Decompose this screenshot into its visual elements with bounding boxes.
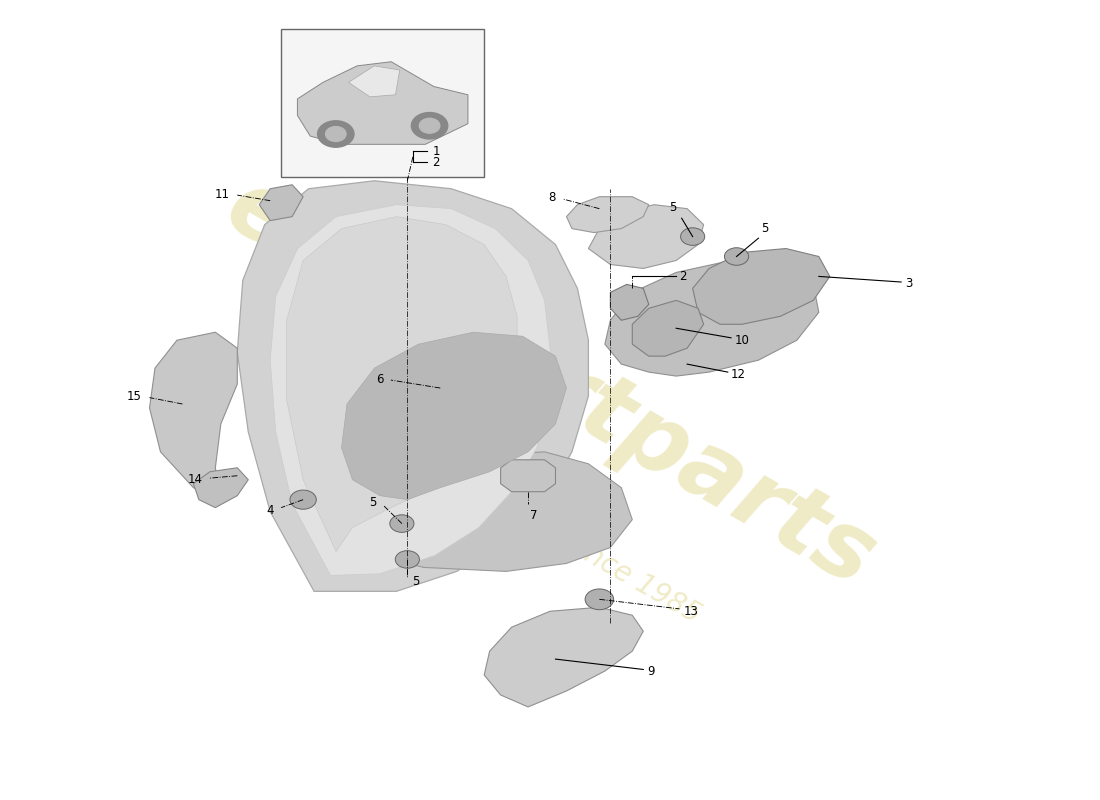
Text: 5: 5 bbox=[411, 575, 419, 588]
Circle shape bbox=[318, 121, 354, 147]
Text: 11: 11 bbox=[214, 188, 230, 201]
Text: 4: 4 bbox=[266, 503, 274, 517]
Polygon shape bbox=[271, 205, 550, 575]
Text: 15: 15 bbox=[126, 390, 142, 403]
Text: 2: 2 bbox=[432, 156, 440, 169]
Circle shape bbox=[389, 515, 414, 532]
Polygon shape bbox=[605, 261, 818, 376]
Text: 7: 7 bbox=[530, 510, 538, 522]
Circle shape bbox=[585, 589, 614, 610]
Polygon shape bbox=[150, 332, 238, 500]
Text: 2: 2 bbox=[680, 270, 688, 283]
Polygon shape bbox=[610, 285, 649, 320]
Text: 3: 3 bbox=[905, 277, 913, 290]
Polygon shape bbox=[352, 452, 632, 571]
Text: eurocartparts: eurocartparts bbox=[209, 161, 891, 607]
Circle shape bbox=[681, 228, 705, 246]
FancyBboxPatch shape bbox=[282, 30, 484, 177]
Polygon shape bbox=[194, 468, 249, 508]
Polygon shape bbox=[500, 460, 556, 492]
Text: 9: 9 bbox=[648, 666, 656, 678]
Polygon shape bbox=[238, 181, 589, 591]
Text: 13: 13 bbox=[684, 605, 699, 618]
Text: 5: 5 bbox=[761, 222, 768, 235]
Text: 10: 10 bbox=[735, 334, 749, 346]
Text: a passion for parts since 1985: a passion for parts since 1985 bbox=[329, 394, 706, 629]
Polygon shape bbox=[693, 249, 829, 324]
Polygon shape bbox=[349, 66, 399, 97]
Polygon shape bbox=[260, 185, 304, 221]
Polygon shape bbox=[588, 205, 704, 269]
Text: 1: 1 bbox=[432, 145, 440, 158]
Text: 14: 14 bbox=[187, 474, 202, 486]
Text: 12: 12 bbox=[732, 368, 746, 381]
Text: 8: 8 bbox=[548, 191, 556, 204]
Text: 5: 5 bbox=[370, 495, 376, 509]
Polygon shape bbox=[402, 372, 456, 406]
Polygon shape bbox=[632, 300, 704, 356]
Polygon shape bbox=[297, 62, 468, 144]
Polygon shape bbox=[341, 332, 566, 500]
Polygon shape bbox=[484, 607, 644, 707]
Circle shape bbox=[395, 550, 419, 568]
Text: 5: 5 bbox=[669, 202, 676, 214]
Circle shape bbox=[290, 490, 317, 510]
Circle shape bbox=[326, 126, 346, 142]
Polygon shape bbox=[566, 197, 649, 233]
Circle shape bbox=[411, 113, 448, 139]
Text: 6: 6 bbox=[376, 373, 383, 386]
Circle shape bbox=[419, 118, 440, 133]
Circle shape bbox=[725, 248, 749, 266]
Polygon shape bbox=[287, 217, 517, 551]
